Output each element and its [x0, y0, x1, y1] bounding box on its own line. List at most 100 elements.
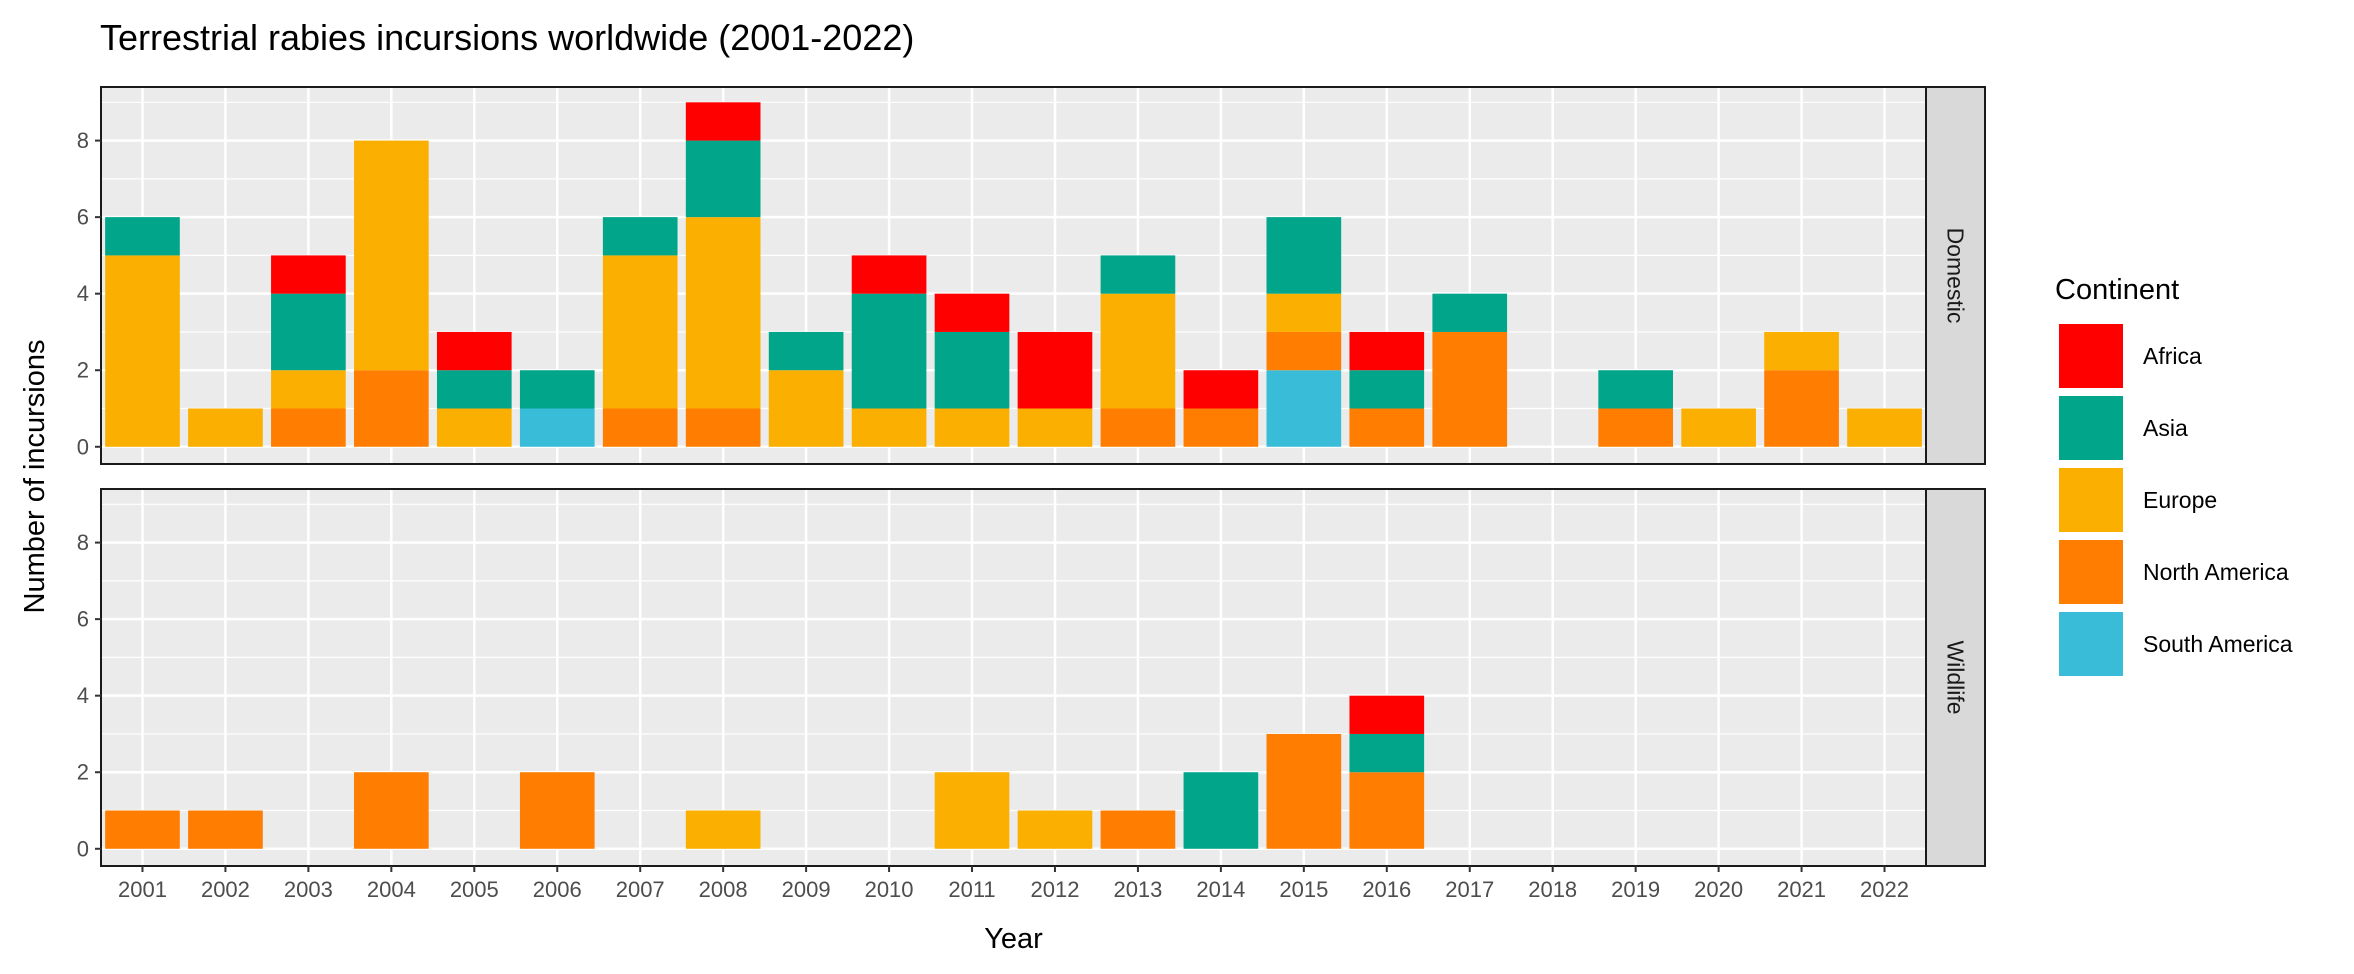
x-tick-label: 2013: [1113, 877, 1162, 902]
x-tick-label: 2009: [782, 877, 831, 902]
x-tick-label: 2002: [201, 877, 250, 902]
facet-panels: Domestic 0 2 4 6 8 Wildlife 0 2 4 6 8 2001 2002 2003 20…: [77, 86, 1986, 902]
legend: Continent Africa Asia Europe North America S…: [2055, 274, 2293, 678]
x-tick-label: 2019: [1611, 877, 1660, 902]
legend-label: Africa: [2143, 343, 2202, 369]
x-tick-label: 2017: [1445, 877, 1494, 902]
bar-domestic-2016-africa: [1349, 331, 1425, 371]
bar-wildlife-2016-africa: [1349, 695, 1425, 734]
facet-panel-wildlife: Wildlife 0 2 4 6 8: [77, 488, 1986, 867]
bar-wildlife-2008-europe: [685, 810, 761, 849]
bar-domestic-2021-europe: [1764, 331, 1839, 371]
y-tick-label: 8: [77, 530, 89, 555]
bar-domestic-2016-asia: [1349, 370, 1425, 409]
bar-domestic-2007-asia: [602, 217, 678, 256]
y-tick-label: 4: [77, 683, 89, 708]
bar-domestic-2019-asia: [1598, 370, 1673, 409]
bar-domestic-2012-europe: [1017, 408, 1093, 447]
y-tick-label: 0: [77, 836, 89, 861]
legend-key-south-america: [2057, 610, 2125, 678]
y-tick-label: 6: [77, 607, 89, 632]
legend-title: Continent: [2055, 274, 2179, 306]
bar-domestic-2021-north-america: [1764, 370, 1839, 447]
legend-label: South America: [2143, 631, 2293, 657]
bar-domestic-2013-north-america: [1100, 408, 1176, 447]
x-tick-label: 2007: [616, 877, 665, 902]
x-tick-label: 2022: [1860, 877, 1909, 902]
bar-domestic-2010-asia: [851, 293, 927, 409]
bar-domestic-2010-africa: [851, 255, 927, 294]
y-tick-label: 2: [77, 358, 89, 383]
bar-domestic-2008-europe: [685, 217, 761, 409]
x-tick-label: 2005: [450, 877, 499, 902]
x-tick-label: 2016: [1362, 877, 1411, 902]
bar-domestic-2007-europe: [602, 255, 678, 409]
y-tick-label: 0: [77, 434, 89, 459]
bar-wildlife-2001-north-america: [105, 810, 180, 849]
bar-domestic-2009-asia: [768, 331, 844, 371]
chart-title: Terrestrial rabies incursions worldwide …: [100, 17, 914, 58]
x-tick-label: 2004: [367, 877, 416, 902]
bar-domestic-2011-africa: [934, 293, 1010, 332]
bar-domestic-2015-europe: [1266, 293, 1342, 332]
bar-domestic-2022-europe: [1847, 408, 1922, 447]
x-tick-label: 2012: [1031, 877, 1080, 902]
y-tick-label: 6: [77, 205, 89, 230]
bar-wildlife-2002-north-america: [188, 810, 263, 849]
bar-domestic-2008-asia: [685, 140, 761, 218]
bar-domestic-2017-asia: [1432, 293, 1508, 332]
bar-domestic-2003-north-america: [271, 408, 346, 447]
bar-domestic-2003-asia: [271, 293, 346, 371]
bar-domestic-2015-asia: [1266, 217, 1342, 294]
x-tick-label: 2014: [1196, 877, 1245, 902]
x-axis: 2001 2002 2003 2004 2005 2006 2007 2008 2009 2010…: [118, 866, 1909, 902]
bar-domestic-2009-europe: [768, 370, 844, 447]
x-tick-label: 2008: [699, 877, 748, 902]
bar-domestic-2001-europe: [105, 255, 180, 447]
x-tick-label: 2006: [533, 877, 582, 902]
legend-key-africa: [2057, 322, 2125, 390]
x-axis-title: Year: [984, 923, 1043, 955]
bar-domestic-2012-africa: [1017, 331, 1093, 409]
bar-domestic-2011-asia: [934, 331, 1010, 409]
facet-strip-label: Domestic: [1943, 228, 1969, 324]
bar-domestic-2013-asia: [1100, 255, 1176, 294]
y-tick-label: 8: [77, 128, 89, 153]
legend-label: Europe: [2143, 487, 2217, 513]
x-tick-label: 2020: [1694, 877, 1743, 902]
facet-panel-domestic: Domestic 0 2 4 6 8: [77, 86, 1986, 465]
bar-domestic-2008-north-america: [685, 408, 761, 447]
x-tick-label: 2018: [1528, 877, 1577, 902]
bar-wildlife-2013-north-america: [1100, 810, 1176, 849]
x-tick-label: 2015: [1279, 877, 1328, 902]
facet-strip: [1925, 86, 1986, 465]
bar-domestic-2017-north-america: [1432, 331, 1508, 447]
bar-domestic-2015-south-america: [1266, 370, 1342, 447]
x-tick-label: 2021: [1777, 877, 1826, 902]
y-axis-title: Number of incursions: [19, 340, 51, 614]
bar-domestic-2007-north-america: [602, 408, 678, 447]
bar-domestic-2010-europe: [851, 408, 927, 447]
x-tick-label: 2001: [118, 877, 167, 902]
bar-wildlife-2011-europe: [934, 772, 1010, 849]
y-tick-label: 4: [77, 281, 89, 306]
bar-domestic-2004-europe: [354, 140, 429, 371]
bar-domestic-2006-asia: [519, 370, 595, 409]
bar-domestic-2014-north-america: [1183, 408, 1259, 447]
bar-wildlife-2004-north-america: [354, 772, 429, 849]
bar-wildlife-2012-europe: [1017, 810, 1093, 849]
bar-domestic-2005-asia: [436, 370, 512, 409]
facet-strip-label: Wildlife: [1943, 640, 1969, 714]
bar-wildlife-2006-north-america: [519, 772, 595, 849]
legend-label: Asia: [2143, 415, 2188, 441]
x-tick-label: 2003: [284, 877, 333, 902]
bar-domestic-2004-north-america: [354, 370, 429, 447]
bar-wildlife-2015-north-america: [1266, 733, 1342, 849]
bar-domestic-2019-north-america: [1598, 408, 1673, 447]
bar-domestic-2005-africa: [436, 331, 512, 371]
bar-wildlife-2016-north-america: [1349, 772, 1425, 849]
bar-wildlife-2016-asia: [1349, 733, 1425, 773]
bar-domestic-2008-africa: [685, 102, 761, 141]
